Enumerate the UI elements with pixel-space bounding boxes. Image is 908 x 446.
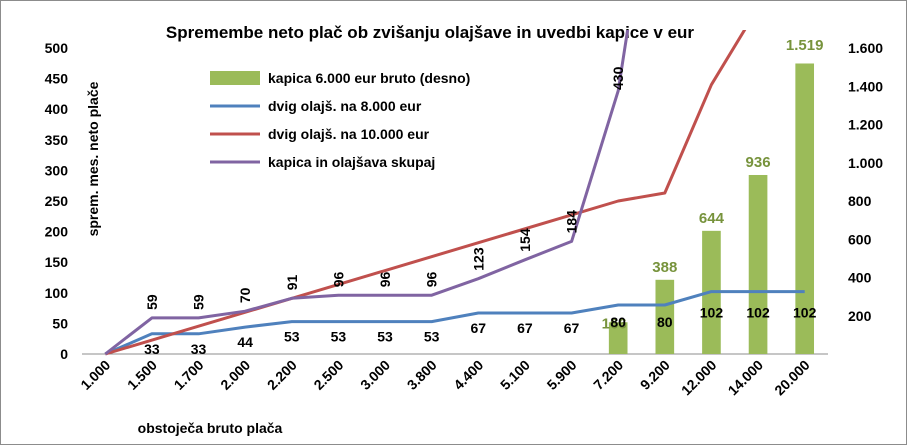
legend: kapica 6.000 eur bruto (desno) dvig olajš…: [210, 70, 470, 170]
line-data-label: 33: [191, 341, 207, 357]
line-data-label: 33: [144, 341, 160, 357]
series-line: [104, 290, 805, 356]
y-left-tick-label: 400: [45, 101, 69, 117]
y-left-tick-label: 450: [45, 71, 69, 87]
line-data-label: 184: [564, 210, 580, 234]
bar-data-label: 388: [652, 259, 677, 276]
legend-label: kapica in olajšava skupaj: [268, 154, 435, 170]
y-left-tick-label: 200: [45, 224, 69, 240]
y-left-tick-label: 350: [45, 132, 69, 148]
line-data-label: 96: [330, 271, 346, 287]
line-data-label: 102: [793, 305, 817, 321]
line-data-label: 67: [517, 320, 533, 336]
legend-label: dvig olajš. na 10.000 eur: [268, 126, 430, 142]
y-right-tick-label: 400: [848, 270, 872, 286]
y-left-tick-label: 100: [45, 285, 69, 301]
line-data-label: 80: [610, 314, 626, 330]
bar: [655, 279, 675, 354]
legend-swatch: [210, 71, 260, 85]
y-right-tick-label: 1.600: [848, 40, 883, 56]
y-left-tick-label: 150: [45, 254, 69, 270]
line-data-label: 430: [610, 66, 626, 90]
line-data-label: 91: [284, 275, 300, 291]
line-data-label: 96: [424, 271, 440, 287]
legend-label: kapica 6.000 eur bruto (desno): [268, 70, 470, 86]
line-data-label: 67: [471, 320, 487, 336]
line-data-label: 70: [237, 287, 253, 303]
y-right-tick-label: 1.000: [848, 155, 883, 171]
line-data-label: 123: [470, 247, 486, 271]
y-axis-label: sprem. mes. neto plače: [85, 81, 101, 236]
series-line: [104, 30, 747, 356]
y-left-tick-label: 250: [45, 193, 69, 209]
bar-data-label: 644: [699, 210, 725, 227]
line-data-label: 44: [237, 334, 253, 350]
lines-group: [104, 30, 805, 356]
bar-data-label: 1.519: [786, 37, 824, 54]
series-line: [104, 30, 630, 356]
line-data-label: 53: [331, 329, 347, 345]
line-data-label: 102: [700, 305, 724, 321]
y-left-tick-label: 300: [45, 162, 69, 178]
line-data-label: 102: [746, 305, 770, 321]
line-data-label: 53: [424, 329, 440, 345]
line-data-label: 80: [657, 314, 673, 330]
line-data-label: 67: [564, 320, 580, 336]
bar: [795, 63, 815, 355]
bar: [748, 174, 768, 354]
y-right-tick-label: 1.400: [848, 78, 883, 94]
line-data-label: 59: [191, 294, 207, 310]
y-left-tick-label: 0: [60, 346, 68, 362]
bar-data-label: 936: [746, 154, 771, 171]
chart-title: Spremembe neto plač ob zvišanju olajšave…: [166, 23, 695, 42]
bar-data-label: 166: [602, 315, 627, 332]
y-right-tick-label: 200: [848, 308, 872, 324]
y-right-tick-label: 1.200: [848, 117, 883, 133]
y-right-tick-label: 800: [848, 193, 872, 209]
line-data-label: 59: [144, 294, 160, 310]
bar: [608, 322, 628, 354]
y-left-tick-label: 500: [45, 40, 69, 56]
x-axis-label: obstoječa bruto plača: [138, 420, 283, 436]
legend-label: dvig olajš. na 8.000 eur: [268, 98, 422, 114]
line-data-label: 53: [377, 329, 393, 345]
line-data-label: 96: [377, 271, 393, 287]
line-data-label: 53: [284, 329, 300, 345]
y-right-tick-label: 600: [848, 231, 872, 247]
y-left-tick-label: 50: [52, 315, 68, 331]
line-data-label: 154: [517, 228, 533, 252]
